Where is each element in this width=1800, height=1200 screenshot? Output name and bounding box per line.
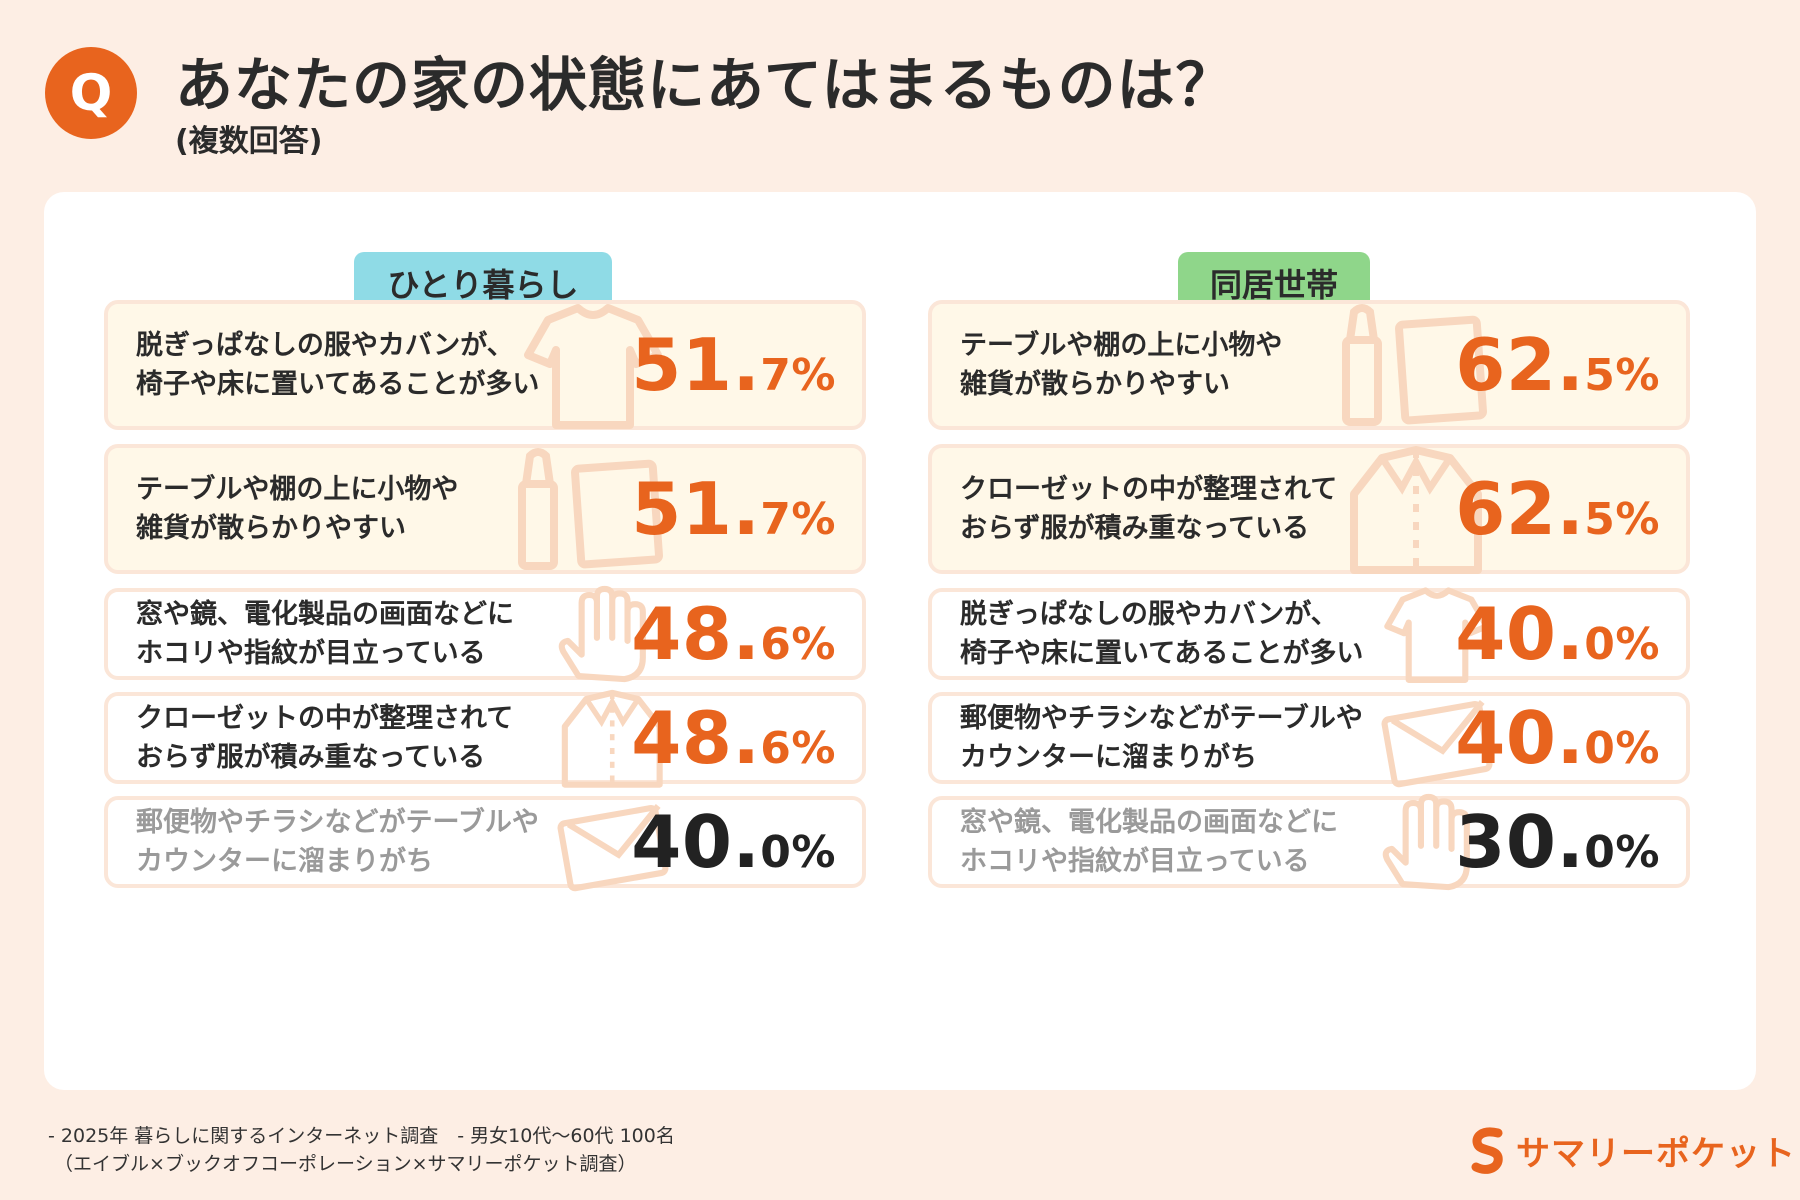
value-decimal: 5%	[1584, 494, 1660, 545]
logo-text: サマリーポケット	[1516, 1134, 1796, 1174]
value-decimal: 6%	[760, 723, 836, 774]
hand-icon	[1372, 792, 1502, 892]
solo-item-5: 郵便物やチラシなどがテーブルや カウンターに溜まりがち 40.0%	[104, 796, 866, 892]
clutter-icon	[1332, 300, 1502, 430]
family-item-label: 脱ぎっぱなしの服やカバンが、 椅子や床に置いてあることが多い	[960, 599, 1364, 669]
shirt-icon	[1372, 584, 1502, 684]
survey-footnote: - 2025年 暮らしに関するインターネット調査 - 男女10代～60代 100…	[48, 1125, 675, 1175]
value-decimal: 0%	[1584, 827, 1660, 878]
solo-item-3: 窓や鏡、電化製品の画面などに ホコリや指紋が目立っている 48.6%	[104, 585, 866, 683]
value-integer: 40.	[1455, 696, 1585, 780]
envelope-icon	[1372, 688, 1502, 788]
value-decimal: 6%	[760, 619, 836, 670]
value-integer: 40.	[1455, 592, 1585, 676]
value-integer: 48.	[631, 592, 761, 676]
value-integer: 48.	[631, 696, 761, 780]
family-item-label: テーブルや棚の上に小物や 雑貨が散らかりやすい	[960, 330, 1283, 400]
value-decimal: 5%	[1584, 350, 1660, 401]
value-integer: 62.	[1455, 323, 1585, 407]
family-item-2: クローゼットの中が整理されて おらず服が積み重なっている 62.5%	[928, 444, 1690, 574]
solo-item-label: 脱ぎっぱなしの服やカバンが、 椅子や床に置いてあることが多い	[136, 330, 540, 400]
solo-item-value: 51.7%	[631, 467, 836, 551]
solo-item-1: 脱ぎっぱなしの服やカバンが、 椅子や床に置いてあることが多い 51.7%	[104, 300, 866, 430]
summary-pocket-logo-icon	[1471, 1127, 1503, 1174]
value-decimal: 0%	[760, 827, 836, 878]
jacket-icon	[1332, 444, 1502, 574]
family-item-value: 40.0%	[1455, 592, 1660, 676]
family-item-label: 郵便物やチラシなどがテーブルや カウンターに溜まりがち	[960, 703, 1363, 773]
solo-item-value: 48.6%	[631, 696, 836, 780]
family-item-value: 30.0%	[1455, 800, 1660, 884]
family-item-value: 40.0%	[1455, 696, 1660, 780]
brand-logo: サマリーポケット	[1470, 1126, 1796, 1175]
value-decimal: 0%	[1584, 723, 1660, 774]
solo-item-value: 48.6%	[631, 592, 836, 676]
envelope-icon	[548, 792, 678, 892]
solo-item-value: 40.0%	[631, 800, 836, 884]
solo-item-label: 郵便物やチラシなどがテーブルや カウンターに溜まりがち	[136, 807, 539, 877]
family-item-1: テーブルや棚の上に小物や 雑貨が散らかりやすい 62.5%	[928, 300, 1690, 430]
family-item-5: 窓や鏡、電化製品の画面などに ホコリや指紋が目立っている 30.0%	[928, 793, 1690, 891]
family-item-value: 62.5%	[1455, 323, 1660, 407]
solo-item-4: クローゼットの中が整理されて おらず服が積み重なっている 48.6%	[104, 689, 866, 788]
solo-item-2: テーブルや棚の上に小物や 雑貨が散らかりやすい 51.7%	[104, 444, 866, 574]
value-integer: 51.	[631, 323, 761, 407]
value-decimal: 7%	[760, 494, 836, 545]
solo-item-label: クローゼットの中が整理されて おらず服が積み重なっている	[136, 703, 514, 773]
jacket-icon	[548, 688, 678, 788]
solo-item-label: 窓や鏡、電化製品の画面などに ホコリや指紋が目立っている	[136, 599, 514, 669]
value-decimal: 0%	[1584, 619, 1660, 670]
clutter-icon	[508, 444, 678, 574]
hand-icon	[548, 584, 678, 684]
shirt-icon	[508, 300, 678, 430]
family-item-4: 郵便物やチラシなどがテーブルや カウンターに溜まりがち 40.0%	[928, 692, 1690, 788]
solo-item-label: テーブルや棚の上に小物や 雑貨が散らかりやすい	[136, 474, 459, 544]
value-integer: 62.	[1455, 467, 1585, 551]
family-item-label: クローゼットの中が整理されて おらず服が積み重なっている	[960, 474, 1338, 544]
family-item-value: 62.5%	[1455, 467, 1660, 551]
value-integer: 51.	[631, 467, 761, 551]
results-panel: ひとり暮らし 脱ぎっぱなしの服やカバンが、 椅子や床に置いてあることが多い 51.…	[44, 192, 1756, 1090]
solo-item-value: 51.7%	[631, 323, 836, 407]
family-item-label: 窓や鏡、電化製品の画面などに ホコリや指紋が目立っている	[960, 807, 1338, 877]
family-item-3: 脱ぎっぱなしの服やカバンが、 椅子や床に置いてあることが多い 40.0%	[928, 587, 1690, 683]
value-decimal: 7%	[760, 350, 836, 401]
value-integer: 40.	[631, 800, 761, 884]
page-title: あなたの家の状態にあてはまるものは？	[175, 51, 1235, 119]
value-integer: 30.	[1455, 800, 1585, 884]
question-badge: Q	[45, 47, 137, 139]
page-subtitle: (複数回答)	[175, 124, 323, 159]
